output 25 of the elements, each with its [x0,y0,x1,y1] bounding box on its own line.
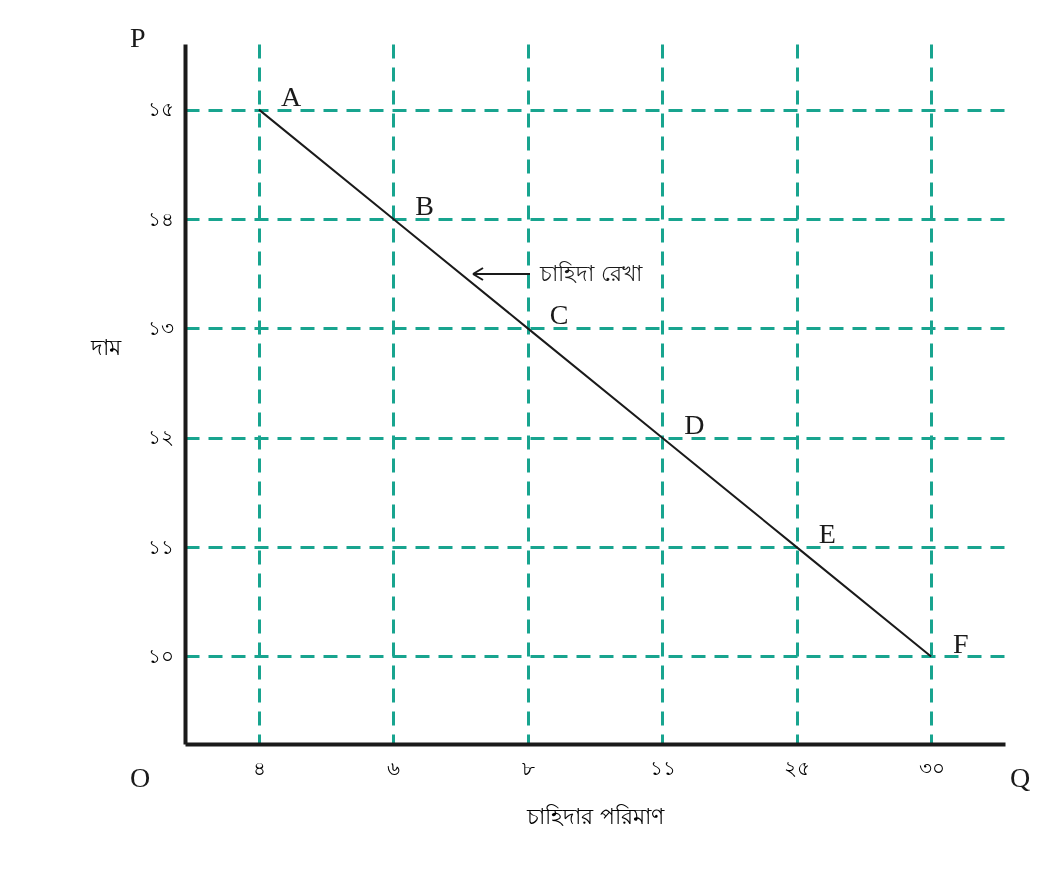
x-tick-label: ১১ [649,755,676,780]
text: Q [1010,762,1031,793]
annotation: B [415,190,435,221]
y-axis-title: দাম [89,334,122,360]
line-series [257,108,933,658]
x-tick-label: ২৫ [784,755,811,780]
x-axis-title: চাহিদার পরিমাণ [526,803,665,829]
y-tick-label: ১৫ [147,97,174,122]
y-tick-label: ১০ [147,644,174,668]
annotation: D [684,408,705,440]
y-tick-label: ১২ [147,425,174,450]
y-tick-label: ১১ [147,534,174,559]
annotation: E [818,518,836,550]
annotation: চাহিদা রেখা [539,261,643,286]
y-tick-label: ১৪ [147,206,174,231]
annotation: F [953,627,969,659]
text: P [130,22,146,53]
text: O [130,762,151,793]
x-tick-label: ৩০ [918,755,945,780]
x-tick-label: ৬ [387,755,401,780]
x-tick-label: ৪ [252,755,266,780]
y-tick-label: ১৩ [147,315,174,340]
annotation: A [280,80,302,112]
x-tick-label: ৮ [521,755,535,780]
annotation: C [549,299,569,331]
